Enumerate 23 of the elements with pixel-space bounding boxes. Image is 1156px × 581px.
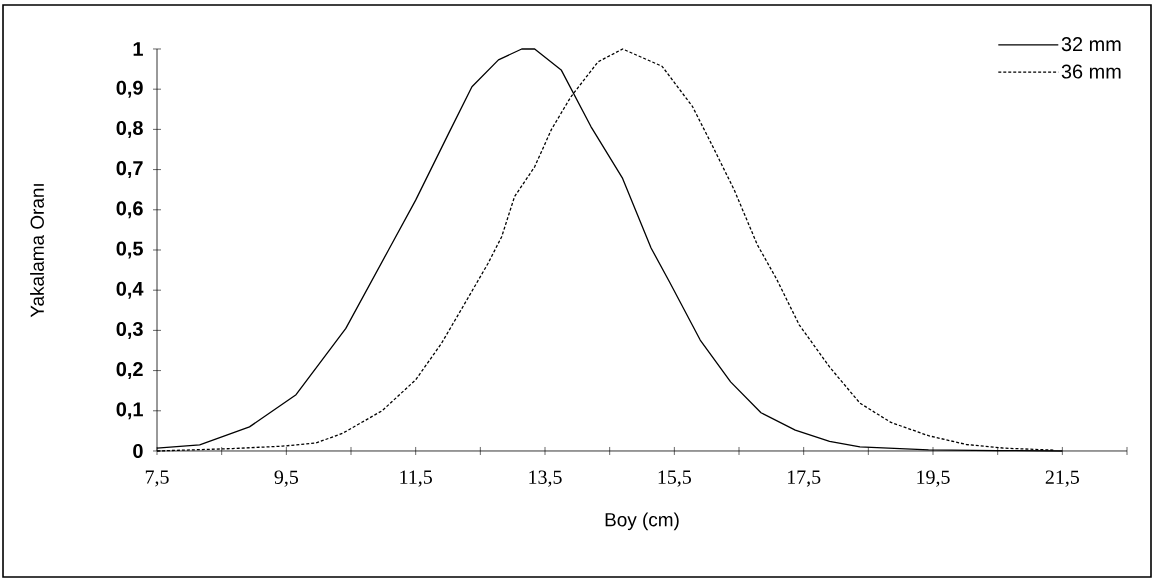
y-tick-label: 0,4 xyxy=(116,281,144,299)
x-tick-label: 15,5 xyxy=(658,470,691,487)
legend-label: 32 mm xyxy=(1061,37,1121,52)
y-tick-label: 0,7 xyxy=(116,161,143,179)
legend-label: 36 mm xyxy=(1061,64,1121,79)
y-tick-label: 0,9 xyxy=(116,80,143,98)
y-tick-label: 1 xyxy=(133,42,143,56)
x-tick-label: 11,5 xyxy=(400,470,432,487)
x-tick-label: 9,5 xyxy=(274,470,299,487)
y-tick-label: 0,3 xyxy=(116,321,143,339)
y-tick-label: 0,6 xyxy=(116,201,143,219)
y-tick-label: 0,1 xyxy=(116,402,143,420)
x-tick-label: 21,5 xyxy=(1045,470,1079,487)
y-tick-label: 0,2 xyxy=(116,362,143,380)
y-tick-label: 0,8 xyxy=(116,120,143,138)
y-tick-label: 0 xyxy=(133,443,143,459)
x-tick-label: 17,5 xyxy=(787,470,821,487)
y-tick-label: 0,5 xyxy=(116,241,143,259)
x-tick-label: 13,5 xyxy=(529,470,562,487)
x-axis-title: Boy (cm) xyxy=(605,512,679,531)
x-tick-label: 19,5 xyxy=(917,470,950,487)
x-tick-label: 7,5 xyxy=(145,470,169,487)
y-axis-title: Yakalama Oranı xyxy=(30,184,44,318)
